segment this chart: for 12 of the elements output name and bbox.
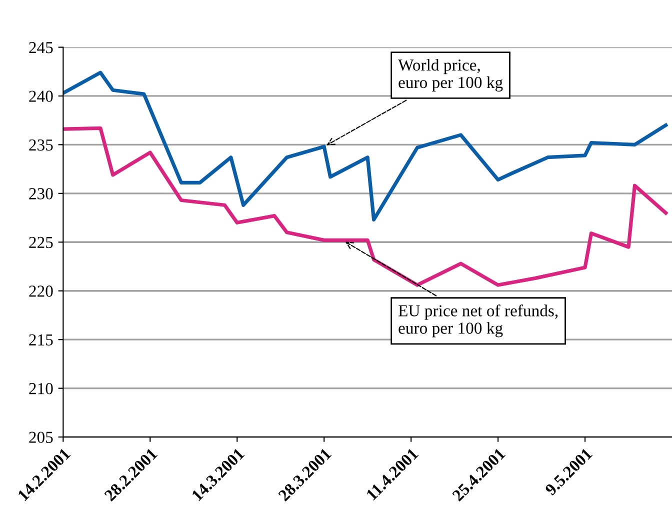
y-tick-label: 205 [29,432,53,443]
annotation: World price, euro per 100 kg [398,58,503,92]
y-tick-label: 240 [29,90,53,102]
annotation: EU price net of refunds, euro per 100 kg [398,304,558,338]
y-tick-label: 245 [29,42,53,54]
y-tick-label: 235 [29,139,53,151]
y-tick-label: 220 [29,286,53,297]
y-tick-label: 230 [29,188,53,200]
y-tick-label: 210 [29,382,53,394]
y-tick-label: 215 [29,334,53,346]
line-series [63,126,668,287]
y-tick-label: 225 [29,236,53,248]
